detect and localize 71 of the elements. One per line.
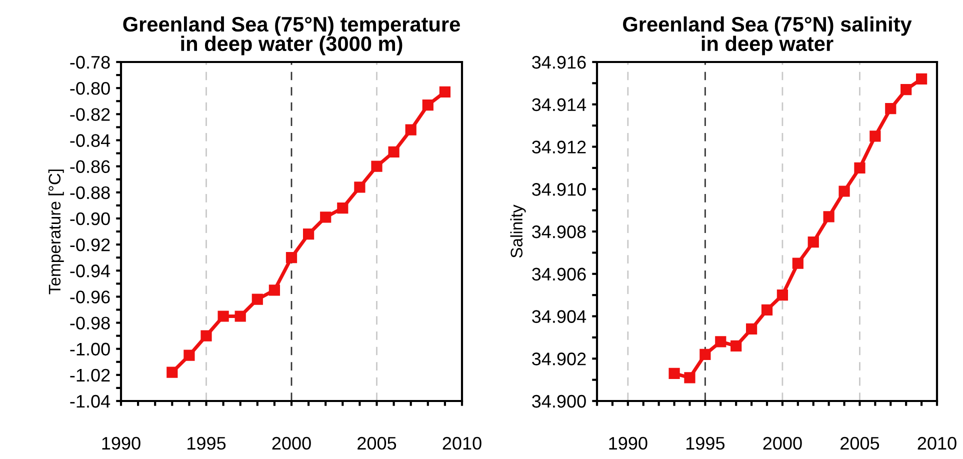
y-tick-label: -0.94 (70, 264, 110, 278)
x-tick-label: 1995 (686, 436, 725, 450)
y-axis-title: Salinity (510, 204, 526, 258)
point (184, 350, 195, 361)
point (371, 160, 382, 172)
chart-title: Greenland Sea (75°N) salinity in deep water (623, 16, 912, 56)
point (302, 228, 314, 240)
x-tick-label: 1995 (188, 436, 226, 450)
x-tick-label: 2010 (918, 436, 956, 450)
y-tick-label: 34.914 (532, 98, 586, 112)
point (823, 211, 834, 222)
x-tick-label: 1990 (609, 436, 648, 450)
x-tick-label: 2000 (763, 436, 802, 450)
point (761, 304, 773, 316)
y-tick-label: -0.96 (70, 290, 110, 304)
x-tick-label: 1990 (102, 436, 140, 450)
point (234, 310, 246, 322)
y-tick-label: -1.02 (70, 368, 110, 382)
point (200, 330, 212, 342)
point (388, 146, 400, 158)
point (870, 130, 881, 142)
chart-title: Greenland Sea (75°N) temperature in deep water (3000 m) (123, 16, 460, 56)
y-tick-label: 34.902 (532, 352, 586, 366)
x-tick-label: 2005 (358, 436, 396, 450)
point (916, 73, 928, 85)
point (252, 294, 263, 305)
y-tick-label: -0.98 (70, 316, 110, 330)
point (320, 212, 332, 223)
y-tick-label: -0.78 (70, 56, 110, 69)
point (730, 340, 742, 352)
y-tick-label: -0.86 (70, 160, 110, 174)
point (700, 348, 711, 360)
y-tick-label: -0.82 (70, 108, 110, 121)
point (808, 236, 819, 248)
x-tick-label: 2005 (840, 436, 880, 450)
point (746, 323, 758, 335)
point (286, 252, 298, 264)
y-tick-label: -0.92 (70, 238, 110, 252)
point (337, 202, 348, 214)
point (218, 310, 229, 322)
y-tick-label: 34.906 (532, 268, 586, 281)
point (439, 86, 451, 98)
point (900, 84, 912, 96)
y-tick-label: 34.900 (532, 394, 586, 408)
y-tick-label: -1.04 (70, 394, 110, 408)
y-tick-label: 34.912 (532, 140, 586, 154)
y-axis-title: Temperature [°C] (48, 170, 64, 294)
x-tick-label: 2010 (442, 436, 482, 450)
y-tick-label: -0.88 (70, 186, 110, 200)
point (668, 368, 680, 380)
point (838, 186, 850, 197)
point (422, 99, 434, 111)
x-tick-label: 2000 (272, 436, 311, 450)
point (885, 103, 896, 114)
y-tick-label: -0.84 (70, 134, 110, 147)
point (405, 124, 416, 136)
y-tick-label: 34.910 (532, 183, 586, 196)
point (268, 284, 280, 296)
y-tick-label: -0.80 (70, 82, 110, 95)
point (684, 372, 696, 384)
point (776, 290, 788, 301)
point (854, 162, 866, 174)
point (715, 336, 726, 348)
point (166, 366, 178, 378)
point (354, 182, 366, 193)
y-tick-label: -1.00 (70, 342, 110, 356)
y-tick-label: -0.90 (70, 212, 110, 226)
y-tick-label: 34.904 (532, 310, 586, 323)
point (792, 258, 804, 269)
y-tick-label: 34.908 (532, 225, 586, 238)
y-tick-label: 34.916 (532, 56, 586, 69)
